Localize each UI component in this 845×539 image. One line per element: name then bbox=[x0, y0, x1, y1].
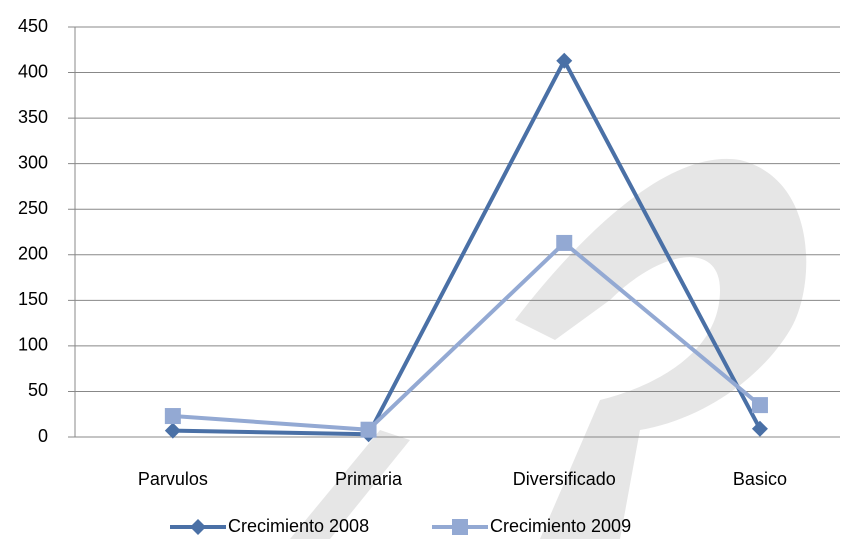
marker bbox=[751, 420, 768, 437]
y-tick-label: 200 bbox=[18, 244, 48, 264]
x-tick-label: Primaria bbox=[335, 469, 403, 489]
y-tick-label: 400 bbox=[18, 61, 48, 81]
y-tick-label: 0 bbox=[38, 426, 48, 446]
y-tick-label: 50 bbox=[28, 380, 48, 400]
series-line bbox=[172, 240, 762, 432]
legend-label: Crecimiento 2008 bbox=[228, 516, 369, 536]
marker bbox=[164, 408, 181, 425]
legend-label: Crecimiento 2009 bbox=[490, 516, 631, 536]
x-tick-label: Parvulos bbox=[138, 469, 208, 489]
watermark bbox=[290, 430, 410, 539]
y-tick-label: 450 bbox=[18, 16, 48, 36]
y-tick-label: 250 bbox=[18, 198, 48, 218]
y-tick-label: 100 bbox=[18, 335, 48, 355]
x-tick-label: Diversificado bbox=[513, 469, 616, 489]
marker bbox=[452, 519, 468, 535]
y-tick-label: 350 bbox=[18, 107, 48, 127]
marker bbox=[556, 52, 573, 69]
marker bbox=[751, 397, 768, 414]
x-tick-label: Basico bbox=[733, 469, 787, 489]
marker bbox=[360, 421, 377, 438]
y-tick-label: 300 bbox=[18, 152, 48, 172]
series-line bbox=[172, 58, 762, 437]
y-tick-label: 150 bbox=[18, 289, 48, 309]
marker bbox=[556, 234, 573, 251]
marker bbox=[190, 519, 206, 535]
marker bbox=[164, 422, 181, 439]
watermark bbox=[515, 158, 807, 539]
